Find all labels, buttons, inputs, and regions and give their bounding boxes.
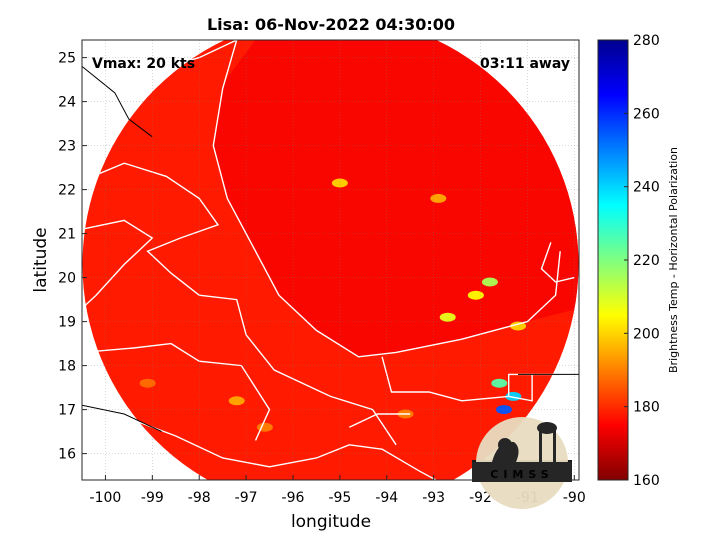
cold-spot-4 (439, 312, 456, 322)
colorbar-label: Brightness Temp - Horizontal Polarizatio… (667, 147, 680, 373)
x-tick-label: -97 (235, 490, 258, 506)
x-tick-label: -90 (563, 490, 586, 506)
y-tick-label: 19 (58, 315, 76, 331)
colorbar-tick-label: 180 (633, 400, 660, 416)
coastline-6 (82, 219, 154, 309)
cold-spot-6 (491, 378, 508, 388)
chart-title: Lisa: 06-Nov-2022 04:30:00 (207, 15, 455, 34)
x-tick-label: -100 (90, 490, 122, 506)
colorbar-tick-label: 260 (633, 106, 660, 122)
coastline-10 (82, 40, 237, 129)
x-tick-label: -92 (469, 490, 492, 506)
coastline-9 (349, 413, 411, 428)
y-tick-label: 23 (58, 139, 76, 155)
colorbar: 160 180 200 220 240 260 280 Brightness Temp - … (597, 33, 680, 489)
cold-spot-10 (256, 422, 273, 432)
cold-spot-12 (139, 378, 156, 388)
colorbar-tick-label: 220 (633, 253, 660, 269)
y-tick-label: 25 (58, 51, 76, 67)
coastline-8 (381, 356, 509, 402)
cold-spot-3 (467, 290, 484, 300)
x-axis: -100-99-98-97-96-95-94-93-92-91-90 (90, 475, 586, 506)
cimss-logo: CIMSS (472, 417, 572, 509)
x-axis-label: longitude (291, 512, 371, 532)
coastline-lines (82, 40, 579, 480)
x-tick-label: -99 (141, 490, 164, 506)
x-tick-label: -95 (328, 490, 351, 506)
y-tick-label: 17 (58, 403, 76, 419)
y-axis-label: latitude (31, 227, 51, 292)
cimss-logo-text: CIMSS (490, 468, 553, 481)
outer-border-0 (82, 66, 153, 138)
x-tick-label: -94 (375, 490, 398, 506)
outer-border-1 (82, 404, 162, 433)
y-tick-label: 24 (58, 95, 76, 111)
colorbar-gradient (597, 39, 629, 481)
y-axis: 16 17 18 19 20 21 22 23 24 25 (58, 51, 87, 463)
x-tick-label: -98 (188, 490, 211, 506)
coastline-4 (540, 242, 575, 283)
coastline-0 (212, 40, 561, 358)
plot-frame (81, 39, 580, 481)
coastline-5 (82, 162, 397, 446)
colorbar-tick-label: 160 (633, 473, 660, 489)
x-tick-label: -96 (282, 490, 305, 506)
cold-spot-2 (481, 277, 498, 287)
cold-spot-0 (331, 178, 348, 188)
y-tick-label: 20 (58, 271, 76, 287)
plot-area (81, 39, 580, 481)
colorbar-tick-label: 200 (633, 326, 660, 342)
colorbar-ticks: 160 180 200 220 240 260 280 (624, 33, 660, 489)
coastline-11 (82, 40, 135, 120)
y-tick-label: 22 (58, 183, 76, 199)
cold-spot-1 (430, 193, 447, 203)
x-tick-label: -93 (422, 490, 445, 506)
vmax-label: Vmax: 20 kts (92, 56, 195, 72)
cold-spot-8 (495, 405, 512, 415)
colorbar-tick-label: 280 (633, 33, 660, 49)
y-tick-label: 21 (58, 227, 76, 243)
y-tick-label: 16 (58, 447, 76, 463)
colorbar-tick-label: 240 (633, 180, 660, 196)
cold-spot-9 (228, 396, 245, 406)
time-away-label: 03:11 away (480, 56, 570, 72)
y-tick-label: 18 (58, 359, 76, 375)
